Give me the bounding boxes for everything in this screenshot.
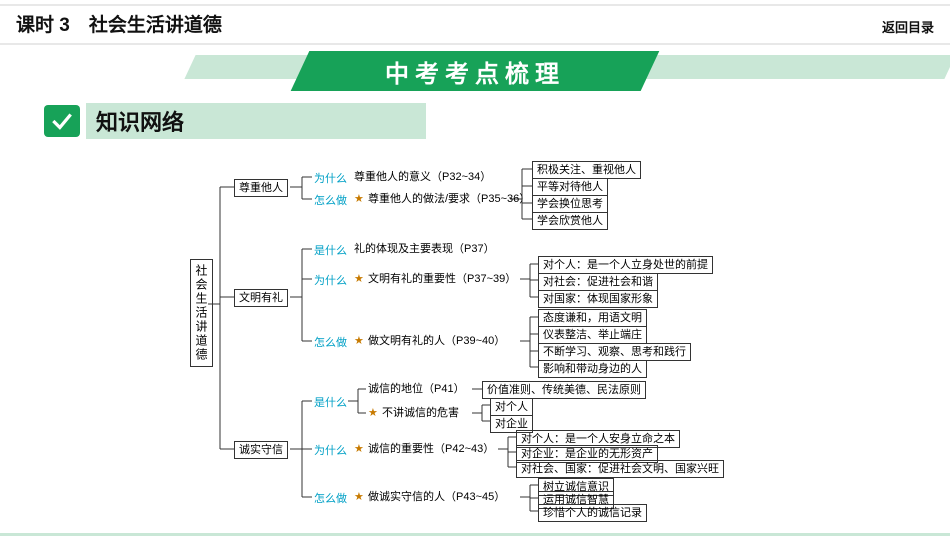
- b3-s3: ★: [354, 490, 364, 503]
- b2-r1-l0: 对个人：是一个人立身处世的前提: [538, 256, 713, 274]
- header: 课时 3 社会生活讲道德 返回目录: [0, 10, 950, 39]
- b3-q3: 怎么做: [314, 490, 347, 506]
- b2-s3: ★: [354, 334, 364, 347]
- b3-r1a-l: 价值准则、传统美德、民法原则: [482, 381, 646, 399]
- b1-l3: 学会欣赏他人: [532, 212, 608, 230]
- back-link[interactable]: 返回目录: [882, 11, 934, 36]
- root-node: 社会生活讲道德: [190, 259, 213, 367]
- b2-r1-l2: 对国家：体现国家形象: [538, 290, 658, 308]
- check-icon: [44, 105, 80, 137]
- b1-l1: 平等对待他人: [532, 178, 608, 196]
- b1-q2: 怎么做: [314, 192, 347, 208]
- b2-t2: 文明有礼的重要性（P37~39）: [368, 272, 516, 286]
- b2-r2-l3: 影响和带动身边的人: [538, 360, 647, 378]
- b3-r1b-l0: 对个人: [490, 398, 533, 416]
- b3-r1b: 不讲诚信的危害: [382, 406, 459, 420]
- b1-l2: 学会换位思考: [532, 195, 608, 213]
- b2-r2-l1: 仪表整洁、举止端庄: [538, 326, 647, 344]
- b3-q2: 为什么: [314, 442, 347, 458]
- b1-q1: 为什么: [314, 170, 347, 186]
- b2-t3: 做文明有礼的人（P39~40）: [368, 334, 505, 348]
- b3-r1a: 诚信的地位（P41）: [368, 382, 465, 396]
- b2-r2-l0: 态度谦和，用语文明: [538, 309, 647, 327]
- branch-2: 文明有礼: [234, 289, 288, 307]
- section-header: 知识网络: [44, 103, 950, 139]
- b3-s2: ★: [354, 442, 364, 455]
- b2-s2: ★: [354, 272, 364, 285]
- b1-l0: 积极关注、重视他人: [532, 161, 641, 179]
- b3-t2: 诚信的重要性（P42~43）: [368, 442, 494, 456]
- b3-r1s: ★: [368, 406, 378, 419]
- b2-t1: 礼的体现及主要表现（P37）: [354, 242, 495, 256]
- b1-t1: 尊重他人的意义（P32~34）: [354, 170, 491, 184]
- b2-q3: 怎么做: [314, 334, 347, 350]
- banner: 中考考点梳理: [0, 51, 950, 95]
- banner-text: 中考考点梳理: [300, 51, 650, 91]
- knowledge-tree: 社会生活讲道德 尊重他人 为什么 尊重他人的意义（P32~34） 怎么做 ★ 尊…: [190, 159, 930, 519]
- section-title: 知识网络: [86, 103, 426, 139]
- b2-q2: 为什么: [314, 272, 347, 288]
- b2-r1-l1: 对社会：促进社会和谐: [538, 273, 658, 291]
- branch-1: 尊重他人: [234, 179, 288, 197]
- branch-3: 诚实守信: [234, 441, 288, 459]
- b2-r2-l2: 不断学习、观察、思考和践行: [538, 343, 691, 361]
- b2-q1: 是什么: [314, 242, 347, 258]
- b3-r2-l2: 对社会、国家：促进社会文明、国家兴旺: [516, 460, 724, 478]
- lesson-title: 课时 3 社会生活讲道德: [16, 10, 222, 37]
- b1-star: ★: [354, 192, 364, 205]
- b3-q1: 是什么: [314, 394, 347, 410]
- b3-r3-l2: 珍惜个人的诚信记录: [538, 504, 647, 522]
- b3-t3: 做诚实守信的人（P43~45）: [368, 490, 505, 504]
- b1-t2: 尊重他人的做法/要求（P35~36）: [368, 192, 530, 206]
